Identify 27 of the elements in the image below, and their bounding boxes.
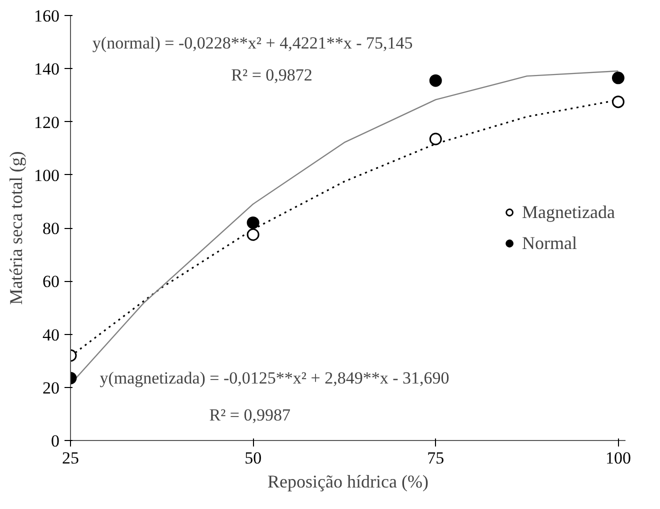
y-tick-label: 80 <box>42 219 60 238</box>
y-tick-label: 140 <box>34 60 60 79</box>
annotation: y(normal) = -0,0228**x² + 4,4221**x - 75,145 <box>92 34 413 53</box>
x-tick-label: 50 <box>244 448 262 468</box>
point <box>612 72 624 84</box>
point <box>246 228 260 241</box>
y-tick-label: 100 <box>34 166 60 185</box>
annotation: R² = 0,9872 <box>231 66 312 85</box>
x-tick-label: 100 <box>605 448 631 468</box>
point <box>246 216 260 229</box>
point <box>612 96 624 108</box>
point <box>429 74 442 87</box>
legend-label: Normal <box>522 232 578 254</box>
legend-label: Magnetizada <box>522 202 615 222</box>
y-tick-label: 120 <box>34 112 60 132</box>
x-tick-label: 25 <box>62 448 79 468</box>
x-axis-title: Reposição hídrica (%) <box>268 472 428 492</box>
y-tick-label: 0 <box>51 432 60 450</box>
y-tick-label: 20 <box>42 378 60 398</box>
y-tick-label: 40 <box>42 325 60 344</box>
y-axis-title: Matéria seca total (g) <box>6 151 26 305</box>
point <box>429 132 442 146</box>
x-tick-label: 75 <box>427 448 444 468</box>
annotation: R² = 0,9987 <box>209 406 292 425</box>
y-tick-label: 60 <box>42 272 60 292</box>
annotation: y(magnetizada) = -0,0125**x² + 2,849**x - 31,690 <box>100 368 450 388</box>
y-tick-label: 160 <box>34 6 60 26</box>
